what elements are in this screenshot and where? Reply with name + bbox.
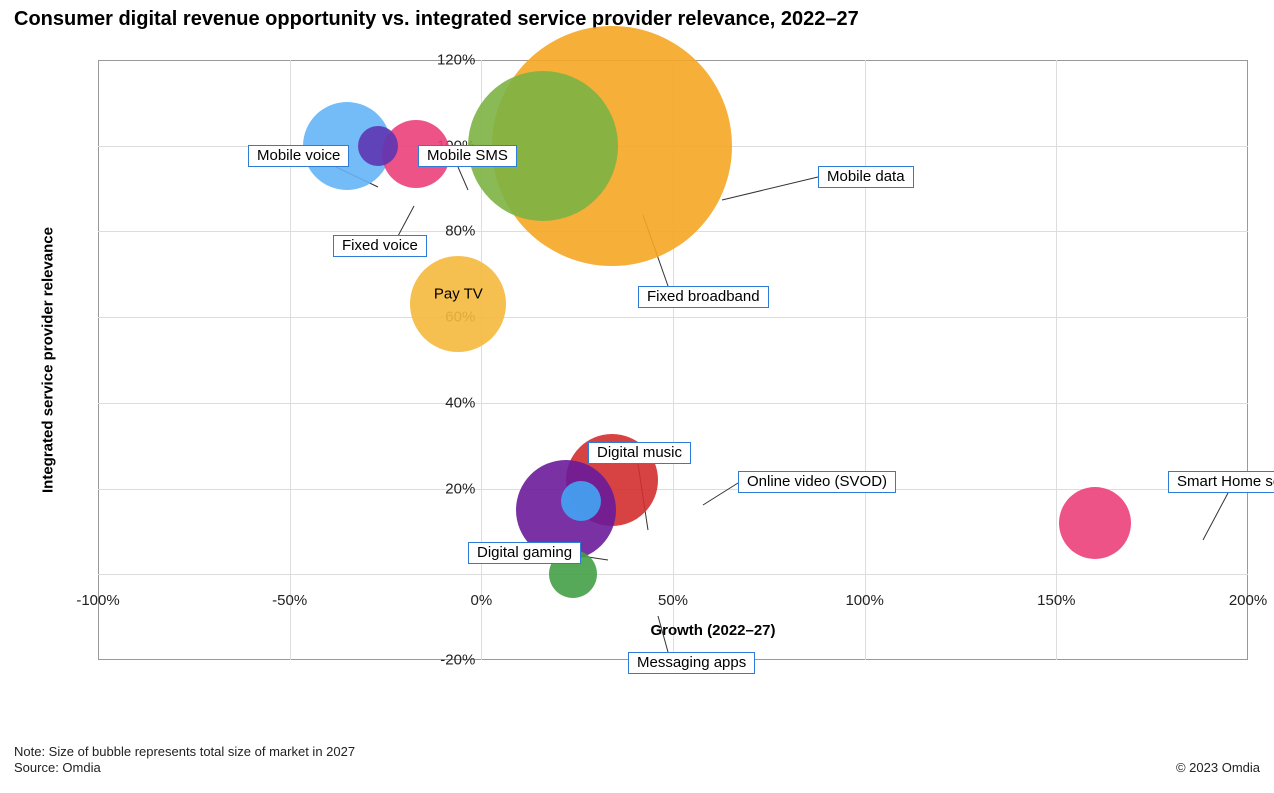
callout-label: Mobile voice	[248, 145, 349, 167]
y-axis-label: Integrated service provider relevance	[40, 227, 57, 493]
bubble-chart-plot: -100%-50%0%50%100%150%200%-20%20%40%60%8…	[98, 60, 1248, 660]
x-tick-label: -100%	[76, 592, 119, 609]
callout-label: Smart Home services	[1168, 471, 1274, 493]
x-tick-label: -50%	[272, 592, 307, 609]
x-tick-label: 100%	[845, 592, 883, 609]
gridline-h	[98, 574, 1248, 575]
bubble-digital-music	[561, 481, 601, 521]
chart-title: Consumer digital revenue opportunity vs.…	[14, 8, 859, 31]
callout-label: Fixed voice	[333, 235, 427, 257]
callout-label: Digital music	[588, 442, 691, 464]
gridline-h	[98, 403, 1248, 404]
bubble-smart-home-services	[1059, 487, 1131, 559]
x-tick-label: 200%	[1229, 592, 1267, 609]
x-tick-label: 150%	[1037, 592, 1075, 609]
callout-label: Digital gaming	[468, 542, 581, 564]
bubble-pay-tv	[410, 256, 506, 352]
footnote-source: Source: Omdia	[14, 760, 101, 775]
callout-label: Messaging apps	[628, 652, 755, 674]
y-tick-label: 80%	[445, 223, 481, 240]
copyright: © 2023 Omdia	[1176, 760, 1260, 775]
gridline-h	[98, 489, 1248, 490]
bubble-fixed-voice	[358, 126, 398, 166]
gridline-h	[98, 317, 1248, 318]
x-axis-label: Growth (2022–27)	[650, 622, 775, 639]
y-tick-label: 120%	[437, 52, 481, 69]
x-tick-label: 50%	[658, 592, 688, 609]
footnote-note: Note: Size of bubble represents total si…	[14, 744, 355, 759]
callout-label: Mobile data	[818, 166, 914, 188]
callout-label: Fixed broadband	[638, 286, 769, 308]
y-tick-label: 20%	[445, 480, 481, 497]
gridline-v	[865, 60, 866, 660]
y-tick-label: 40%	[445, 394, 481, 411]
gridline-v	[1056, 60, 1057, 660]
callout-label: Online video (SVOD)	[738, 471, 896, 493]
y-tick-label: -20%	[440, 652, 481, 669]
callout-label: Mobile SMS	[418, 145, 517, 167]
x-tick-label: 0%	[470, 592, 492, 609]
bubble-inline-label: Pay TV	[434, 286, 483, 303]
